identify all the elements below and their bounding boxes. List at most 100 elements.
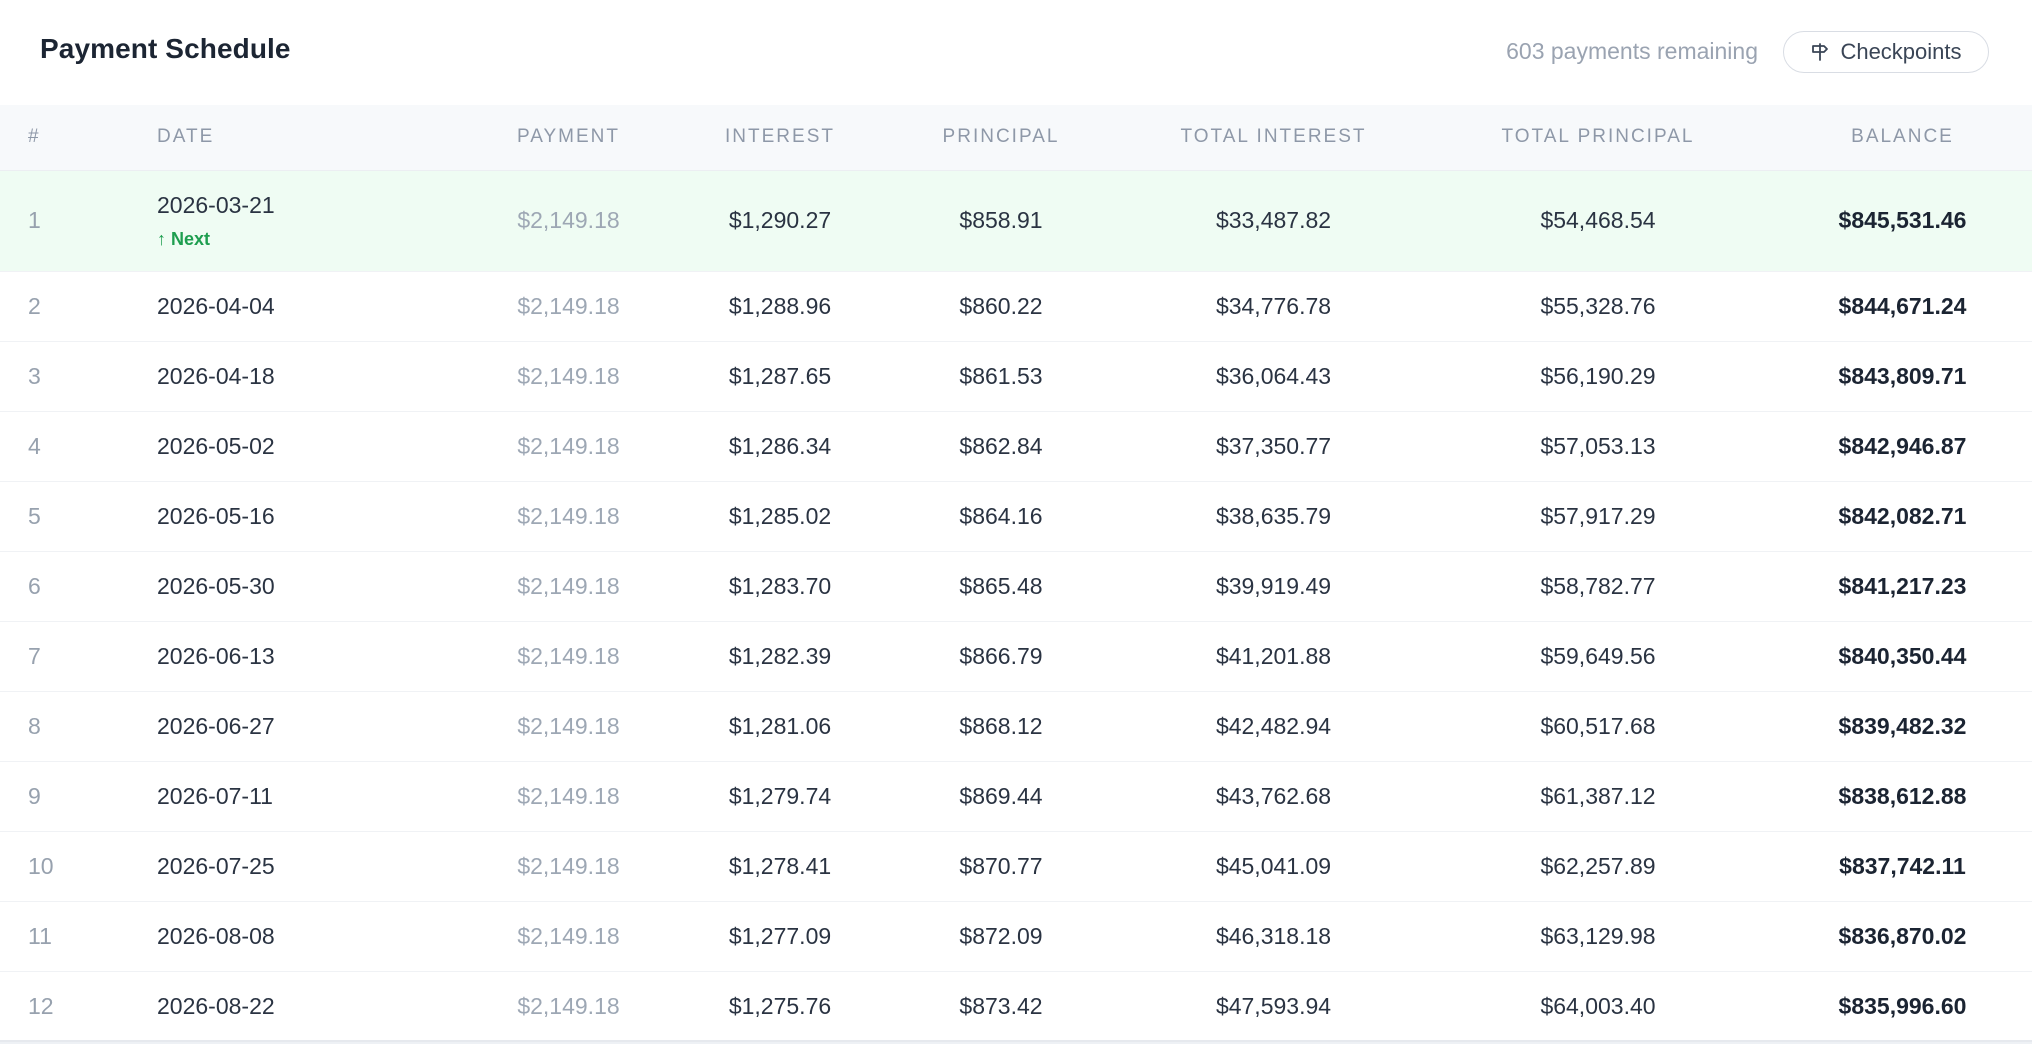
cell-principal: $873.42 bbox=[878, 971, 1124, 1040]
cell-total-principal: $55,328.76 bbox=[1423, 271, 1773, 342]
cell-total-interest: $42,482.94 bbox=[1124, 691, 1423, 762]
cell-balance: $836,870.02 bbox=[1773, 901, 2032, 972]
cell-total-principal: $58,782.77 bbox=[1423, 551, 1773, 622]
cell-date: 2026-06-13 bbox=[157, 621, 455, 692]
cell-date: 2026-05-16 bbox=[157, 481, 455, 552]
cell-payment: $2,149.18 bbox=[455, 901, 682, 972]
cell-interest: $1,287.65 bbox=[682, 341, 878, 412]
column-header-total-interest[interactable]: TOTAL INTEREST bbox=[1180, 126, 1367, 148]
cell-date-value: 2026-03-21 bbox=[157, 191, 275, 218]
table-row[interactable]: 3 2026-04-18 $2,149.18 $1,287.65 $861.53… bbox=[0, 341, 2032, 412]
cell-num: 12 bbox=[0, 971, 157, 1040]
cell-date: 2026-05-02 bbox=[157, 411, 455, 482]
cell-total-principal: $57,917.29 bbox=[1423, 481, 1773, 552]
column-header-balance[interactable]: BALANCE bbox=[1851, 126, 1954, 148]
table-row[interactable]: 2 2026-04-04 $2,149.18 $1,288.96 $860.22… bbox=[0, 271, 2032, 342]
cell-date: 2026-04-18 bbox=[157, 341, 455, 412]
cell-principal: $870.77 bbox=[878, 831, 1124, 902]
cell-balance: $838,612.88 bbox=[1773, 761, 2032, 832]
table-header-row: # DATE PAYMENT INTEREST PRINCIPAL TOTAL … bbox=[0, 105, 2032, 170]
table-row-next[interactable]: 1 2026-03-21 ↑ Next $2,149.18 $1,290.27 … bbox=[0, 170, 2032, 272]
table-row[interactable]: 5 2026-05-16 $2,149.18 $1,285.02 $864.16… bbox=[0, 481, 2032, 552]
column-header-date[interactable]: DATE bbox=[157, 126, 215, 148]
cell-num: 1 bbox=[0, 170, 157, 272]
cell-principal: $868.12 bbox=[878, 691, 1124, 762]
cell-balance: $842,082.71 bbox=[1773, 481, 2032, 552]
cell-num: 10 bbox=[0, 831, 157, 902]
checkpoints-label: Checkpoints bbox=[1840, 39, 1962, 64]
cell-payment: $2,149.18 bbox=[455, 481, 682, 552]
cell-total-principal: $59,649.56 bbox=[1423, 621, 1773, 692]
cell-interest: $1,286.34 bbox=[682, 411, 878, 482]
cell-total-interest: $38,635.79 bbox=[1124, 481, 1423, 552]
cell-principal: $869.44 bbox=[878, 761, 1124, 832]
table-row[interactable]: 4 2026-05-02 $2,149.18 $1,286.34 $862.84… bbox=[0, 411, 2032, 482]
column-header-num[interactable]: # bbox=[28, 126, 41, 148]
column-header-payment[interactable]: PAYMENT bbox=[516, 126, 621, 148]
cell-total-interest: $43,762.68 bbox=[1124, 761, 1423, 832]
cell-payment: $2,149.18 bbox=[455, 831, 682, 902]
cell-date: 2026-05-30 bbox=[157, 551, 455, 622]
column-header-interest[interactable]: INTEREST bbox=[725, 126, 835, 148]
table-row[interactable]: 7 2026-06-13 $2,149.18 $1,282.39 $866.79… bbox=[0, 621, 2032, 692]
cell-interest: $1,275.76 bbox=[682, 971, 878, 1040]
cell-total-interest: $47,593.94 bbox=[1124, 971, 1423, 1040]
cell-payment: $2,149.18 bbox=[455, 271, 682, 342]
cell-balance: $845,531.46 bbox=[1773, 170, 2032, 272]
cell-num: 7 bbox=[0, 621, 157, 692]
cell-total-interest: $45,041.09 bbox=[1124, 831, 1423, 902]
cell-total-interest: $39,919.49 bbox=[1124, 551, 1423, 622]
cell-date: 2026-07-25 bbox=[157, 831, 455, 902]
checkpoints-button[interactable]: Checkpoints bbox=[1783, 31, 1989, 73]
cell-principal: $858.91 bbox=[878, 170, 1124, 272]
cell-date: 2026-06-27 bbox=[157, 691, 455, 762]
cell-date: 2026-03-21 ↑ Next bbox=[157, 170, 455, 272]
cell-total-interest: $33,487.82 bbox=[1124, 170, 1423, 272]
column-header-total-principal[interactable]: TOTAL PRINCIPAL bbox=[1501, 126, 1695, 148]
cell-balance: $835,996.60 bbox=[1773, 971, 2032, 1040]
cell-interest: $1,279.74 bbox=[682, 761, 878, 832]
cell-total-interest: $41,201.88 bbox=[1124, 621, 1423, 692]
cell-total-principal: $61,387.12 bbox=[1423, 761, 1773, 832]
cell-payment: $2,149.18 bbox=[455, 691, 682, 762]
cell-balance: $842,946.87 bbox=[1773, 411, 2032, 482]
cell-principal: $860.22 bbox=[878, 271, 1124, 342]
cell-total-principal: $63,129.98 bbox=[1423, 901, 1773, 972]
cell-date: 2026-08-22 bbox=[157, 971, 455, 1040]
next-badge: ↑ Next bbox=[157, 228, 211, 249]
cell-balance: $843,809.71 bbox=[1773, 341, 2032, 412]
cell-num: 5 bbox=[0, 481, 157, 552]
cell-total-principal: $64,003.40 bbox=[1423, 971, 1773, 1040]
cell-interest: $1,290.27 bbox=[682, 170, 878, 272]
table-row[interactable]: 10 2026-07-25 $2,149.18 $1,278.41 $870.7… bbox=[0, 831, 2032, 902]
signpost-icon bbox=[1810, 42, 1830, 62]
cell-principal: $862.84 bbox=[878, 411, 1124, 482]
table-row[interactable]: 11 2026-08-08 $2,149.18 $1,277.09 $872.0… bbox=[0, 901, 2032, 972]
cell-interest: $1,285.02 bbox=[682, 481, 878, 552]
table-row[interactable]: 6 2026-05-30 $2,149.18 $1,283.70 $865.48… bbox=[0, 551, 2032, 622]
card-header: Payment Schedule 603 payments remaining … bbox=[0, 0, 2032, 106]
page-title: Payment Schedule bbox=[40, 33, 291, 64]
column-header-principal[interactable]: PRINCIPAL bbox=[942, 126, 1060, 148]
cell-balance: $844,671.24 bbox=[1773, 271, 2032, 342]
cell-balance: $840,350.44 bbox=[1773, 621, 2032, 692]
schedule-table: # DATE PAYMENT INTEREST PRINCIPAL TOTAL … bbox=[0, 105, 2032, 1040]
cell-payment: $2,149.18 bbox=[455, 761, 682, 832]
cell-payment: $2,149.18 bbox=[455, 411, 682, 482]
cell-balance: $837,742.11 bbox=[1773, 831, 2032, 902]
cell-total-interest: $46,318.18 bbox=[1124, 901, 1423, 972]
table-row[interactable]: 8 2026-06-27 $2,149.18 $1,281.06 $868.12… bbox=[0, 691, 2032, 762]
cell-num: 6 bbox=[0, 551, 157, 622]
cell-total-principal: $57,053.13 bbox=[1423, 411, 1773, 482]
cell-payment: $2,149.18 bbox=[455, 341, 682, 412]
payments-remaining-count: 603 payments remaining bbox=[1506, 38, 1758, 64]
cell-payment: $2,149.18 bbox=[455, 551, 682, 622]
cell-num: 4 bbox=[0, 411, 157, 482]
cell-principal: $865.48 bbox=[878, 551, 1124, 622]
table-row[interactable]: 9 2026-07-11 $2,149.18 $1,279.74 $869.44… bbox=[0, 761, 2032, 832]
cell-total-interest: $34,776.78 bbox=[1124, 271, 1423, 342]
table-row[interactable]: 12 2026-08-22 $2,149.18 $1,275.76 $873.4… bbox=[0, 971, 2032, 1040]
cell-num: 2 bbox=[0, 271, 157, 342]
cell-date: 2026-07-11 bbox=[157, 761, 455, 832]
